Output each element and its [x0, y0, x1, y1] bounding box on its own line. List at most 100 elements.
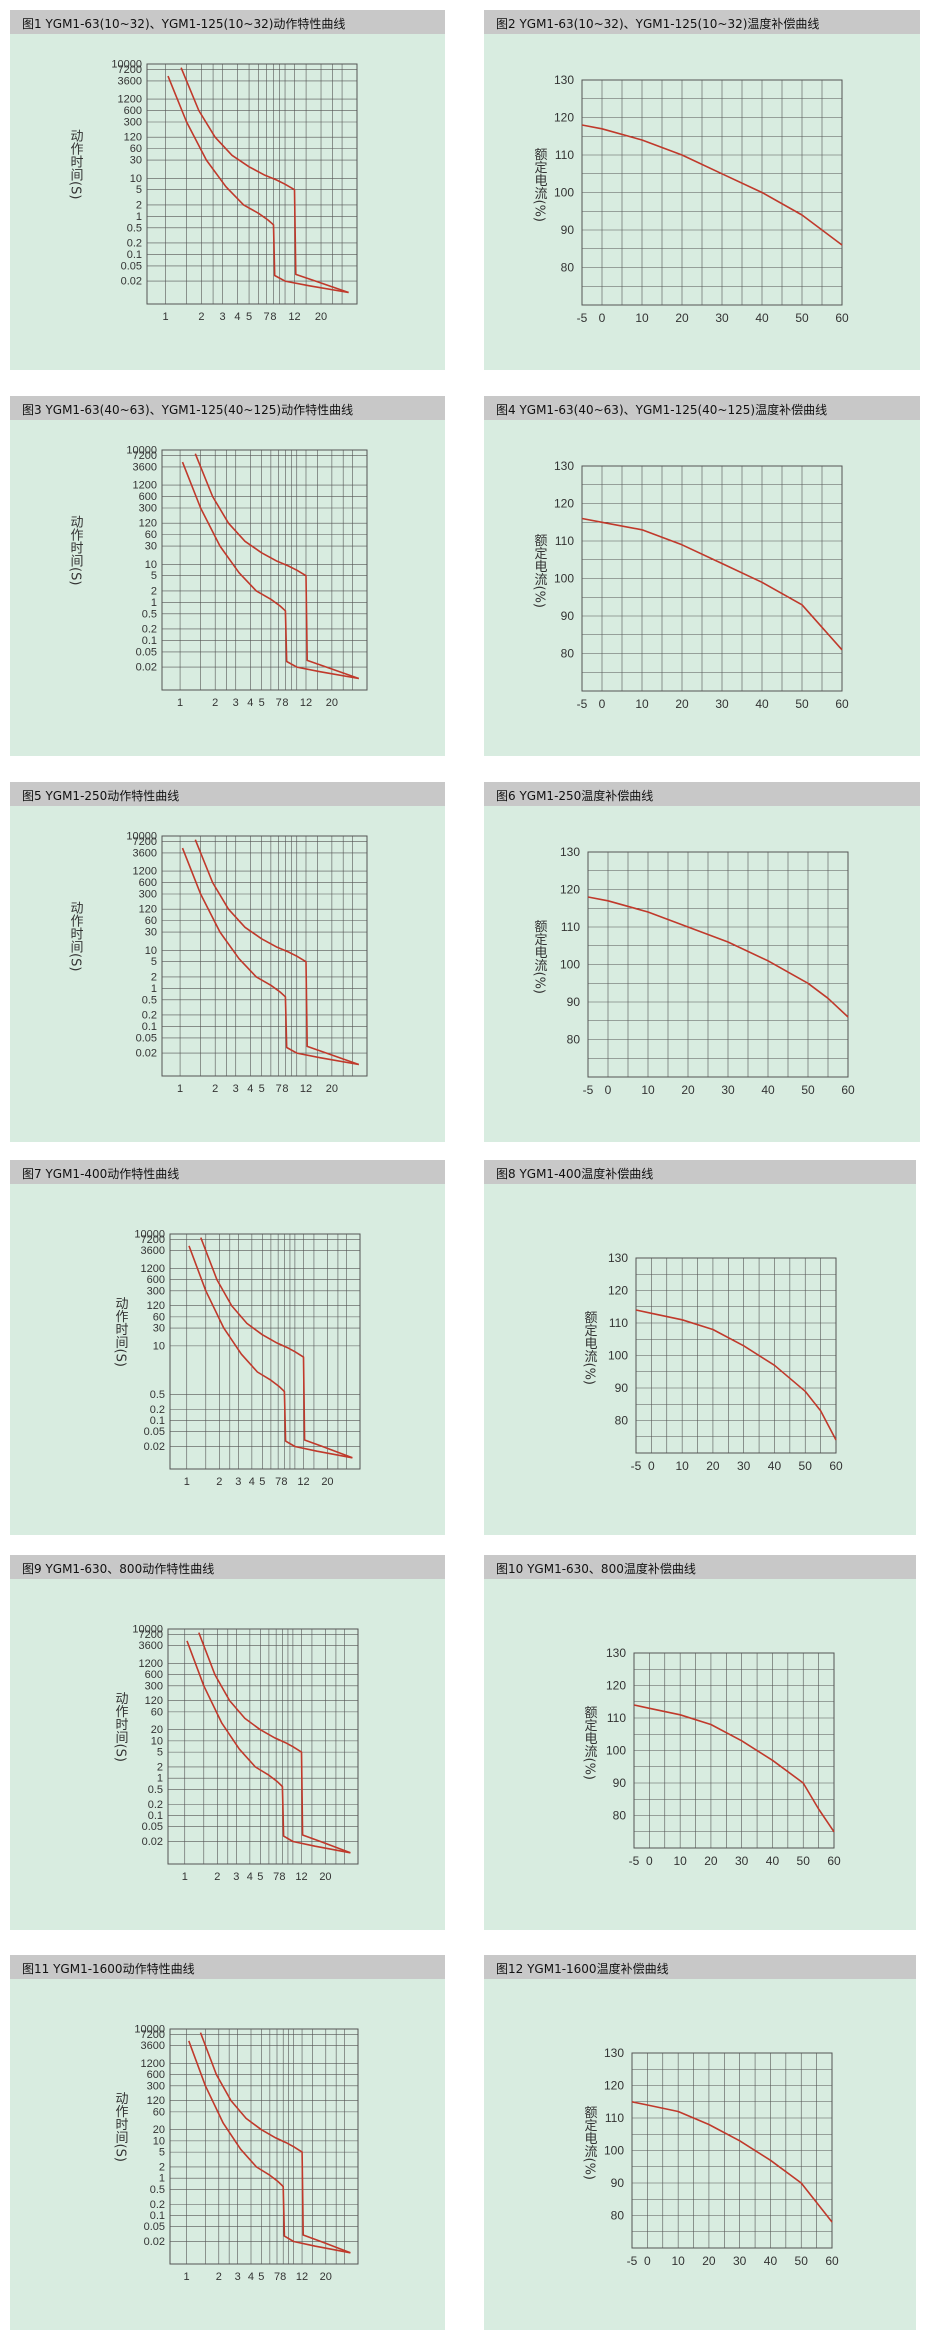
x-tick-label: 7: [276, 697, 282, 709]
temperature-compensation-chart: 130 120 110 100 90 80 -5 0 10 20 30 40 50 60 额定电流(%): [532, 73, 849, 325]
x-tick-label: 60: [827, 1854, 841, 1868]
x-tick-label: 8: [270, 311, 276, 323]
y-tick-label: 10000: [134, 1229, 165, 1241]
trip-curve-1: [188, 1245, 353, 1459]
y-tick-label: 60: [145, 529, 157, 541]
chart-panel-4: 图4 YGM1-63(40~63)、YGM1-125(40~125)温度补偿曲线…: [484, 396, 920, 756]
panel-title: 图8 YGM1-400温度补偿曲线: [496, 1167, 654, 1181]
y-tick-label: 100: [608, 1349, 628, 1363]
temp-curve: [635, 1309, 837, 1441]
y-axis-label-text: 额定电流(%): [582, 1311, 598, 1386]
x-tick-label: 10: [675, 1459, 689, 1473]
x-tick-label: 50: [795, 697, 809, 711]
y-tick-label: 60: [153, 1311, 165, 1323]
panel-header: 图5 YGM1-250动作特性曲线: [10, 782, 445, 806]
x-tick-label: 20: [321, 1476, 333, 1488]
x-tick-label: 50: [795, 311, 809, 325]
y-tick-label: 80: [561, 647, 575, 661]
x-tick-label: 40: [761, 1083, 775, 1097]
y-tick-label: 0.1: [142, 1021, 157, 1033]
y-tick-label: 0.05: [144, 1426, 165, 1438]
chart-panel-5: 图5 YGM1-250动作特性曲线 10000 7200 3600 1200 600 300…: [10, 782, 445, 1142]
y-tick-label: 130: [604, 2046, 624, 2060]
y-tick-label: 2: [151, 971, 157, 983]
trip-curve-1: [188, 2040, 351, 2254]
x-tick-label: 2: [212, 1083, 218, 1095]
y-tick-label: 3600: [118, 75, 142, 87]
trip-characteristic-chart: 100007200360012006003001206020105210.50.…: [113, 2024, 359, 2283]
y-tick-label: 60: [153, 2106, 165, 2118]
y-tick-label: 110: [609, 1316, 628, 1330]
panel-title: 图5 YGM1-250动作特性曲线: [22, 789, 180, 803]
y-tick-label: 5: [151, 570, 157, 582]
trip-curve-1: [181, 461, 359, 680]
y-tick-label: 0.02: [136, 1048, 157, 1060]
trip-plot-area: 100007200360012006003001206030105210.50.…: [126, 831, 368, 1095]
y-axis-label-text: 动作时间(S): [68, 901, 84, 971]
y-tick-label: 110: [555, 534, 574, 548]
y-axis-label: 动作时间(S): [113, 2092, 129, 2162]
y-tick-label: 30: [153, 1323, 165, 1335]
y-axis-label: 额定电流(%): [532, 920, 548, 995]
y-axis-label: 动作时间(S): [113, 1297, 129, 1367]
y-tick-label: 130: [560, 845, 580, 859]
y-tick-label: 1: [157, 1773, 163, 1785]
y-axis-label-text: 动作时间(S): [68, 129, 84, 199]
y-axis-label-text: 动作时间(S): [113, 1297, 129, 1367]
x-tick-label: 20: [702, 2254, 716, 2268]
y-tick-label: 90: [615, 1381, 629, 1395]
temperature-compensation-chart: 130 120 110 100 90 80 -5 0 10 20 30 40 50 60 额定电流(%): [532, 459, 849, 711]
y-axis-label-text: 动作时间(S): [113, 1692, 129, 1762]
x-tick-label: 7: [276, 1083, 282, 1095]
trip-curve-2: [199, 2032, 351, 2254]
y-axis-label-text: 动作时间(S): [68, 515, 84, 585]
temperature-compensation-chart: 130 120 110 100 90 80 -5 0 10 20 30 40 50 60 额定电流(%): [532, 845, 855, 1097]
y-tick-label: 0.05: [136, 646, 157, 658]
chart-panel-11: 图11 YGM1-1600动作特性曲线 10000 7200 3600 1200 600 3…: [10, 1955, 445, 2330]
y-tick-label: 1200: [118, 94, 142, 106]
y-tick-label: 0.02: [121, 276, 142, 288]
y-tick-label: 100: [606, 1744, 626, 1758]
x-tick-label: -5: [631, 1459, 642, 1473]
y-tick-label: 7200: [133, 836, 157, 848]
x-tick-label: 1: [184, 1476, 190, 1488]
x-tick-label: 30: [721, 1083, 735, 1097]
x-tick-label: 2: [214, 1871, 220, 1883]
x-tick-label: 8: [282, 1083, 288, 1095]
trip-curve-2: [198, 1632, 351, 1854]
trip-characteristic-chart: 100007200360012006003001206030105210.50.…: [68, 59, 358, 323]
panel-title: 图9 YGM1-630、800动作特性曲线: [22, 1562, 215, 1576]
y-tick-label: 600: [147, 2069, 165, 2081]
y-axis-label: 额定电流(%): [532, 534, 548, 609]
y-tick-label: 7200: [141, 1234, 165, 1246]
y-tick-label: 2: [151, 585, 157, 597]
y-tick-label: 120: [139, 904, 157, 916]
y-axis-label-text: 额定电流(%): [582, 1706, 598, 1781]
x-tick-label: 20: [326, 1083, 338, 1095]
y-tick-label: 90: [611, 2176, 625, 2190]
panel-header: 图6 YGM1-250温度补偿曲线: [484, 782, 920, 806]
y-tick-label: 130: [554, 73, 574, 87]
x-tick-label: -5: [583, 1083, 594, 1097]
x-tick-label: 7: [275, 1476, 281, 1488]
x-tick-label: 8: [281, 1476, 287, 1488]
y-tick-label: 600: [147, 1274, 165, 1286]
temp-plot-area: 130 120 110 100 90 80 -5 0 10 20 30 40 50 60: [554, 459, 849, 711]
y-tick-label: 120: [606, 1679, 626, 1693]
x-tick-label: 50: [797, 1854, 811, 1868]
x-tick-label: 60: [841, 1083, 855, 1097]
trip-characteristic-chart: 100007200360012006003001206020105210.50.…: [113, 1624, 359, 1883]
y-tick-label: 1: [151, 983, 157, 995]
y-tick-label: 0.2: [150, 1404, 165, 1416]
y-tick-label: 7200: [133, 450, 157, 462]
y-tick-label: 120: [139, 518, 157, 530]
y-tick-label: 2: [159, 2161, 165, 2173]
chart-panel-8: 图8 YGM1-400温度补偿曲线 130 120 110 100 90 80 -5 0 10 20…: [484, 1160, 916, 1535]
y-axis-label: 动作时间(S): [68, 901, 84, 971]
trip-characteristic-chart: 100007200360012006003001206030100.50.20.…: [113, 1229, 361, 1488]
panel-header: 图7 YGM1-400动作特性曲线: [10, 1160, 445, 1184]
x-tick-label: 12: [300, 1083, 312, 1095]
y-tick-label: 0.1: [148, 1810, 163, 1822]
y-tick-label: 1: [151, 597, 157, 609]
x-tick-label: 20: [320, 2271, 332, 2283]
